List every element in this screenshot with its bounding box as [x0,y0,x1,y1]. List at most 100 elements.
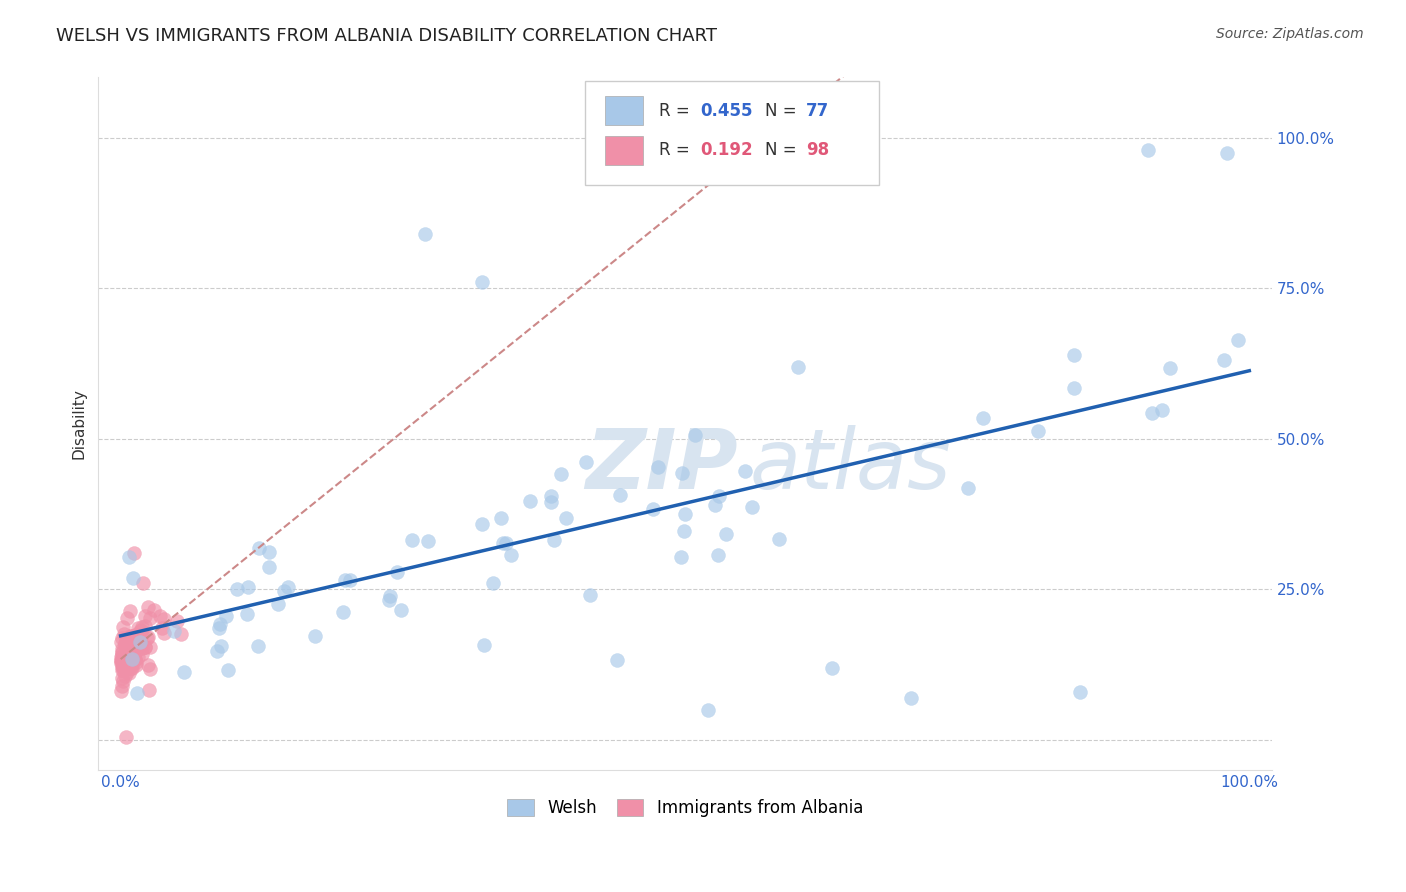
Point [139,611,162,625]
Point [277,580,299,594]
Point [124,650,146,665]
Point [786,359,808,374]
Point [304,629,326,643]
Point [1159,361,1181,376]
Point [696,703,718,717]
Text: N =: N = [765,141,801,159]
Point [129,623,152,637]
Point [139,663,162,677]
Point [257,560,280,574]
FancyBboxPatch shape [585,81,879,185]
Point [121,661,143,675]
Point [339,573,361,587]
Point [482,576,505,591]
Point [489,511,512,525]
Point [111,679,134,693]
Point [112,648,135,663]
Point [115,665,138,680]
Point [121,660,143,674]
Point [1136,143,1159,157]
Point [114,661,136,675]
Point [115,730,138,744]
Point [1063,349,1085,363]
Point [112,651,135,665]
Point [385,565,408,579]
Point [209,639,232,653]
Point [118,550,141,565]
Point [972,411,994,425]
Text: N =: N = [765,102,801,120]
Point [121,655,143,669]
Text: 0.192: 0.192 [700,141,752,159]
Text: ZIP: ZIP [585,425,738,506]
Point [671,466,693,480]
Point [741,500,763,515]
Point [118,604,141,618]
Point [380,589,402,603]
Point [606,653,628,667]
Text: R =: R = [659,141,695,159]
Point [166,615,188,629]
Point [129,638,152,652]
Point [112,660,135,674]
Point [121,632,143,646]
Point [121,629,143,643]
Point [247,639,270,653]
Point [821,660,844,674]
Text: WELSH VS IMMIGRANTS FROM ALBANIA DISABILITY CORRELATION CHART: WELSH VS IMMIGRANTS FROM ALBANIA DISABIL… [56,27,717,45]
Point [125,643,148,657]
Point [138,630,160,644]
Point [120,659,142,673]
Point [540,489,562,503]
Point [169,627,191,641]
Point [121,651,143,665]
Point [273,584,295,599]
Bar [605,96,643,125]
Point [122,638,145,652]
Point [111,648,134,663]
Point [138,658,160,673]
Point [124,642,146,657]
Point [1226,333,1249,347]
Point [125,658,148,673]
Point [415,227,437,241]
Point [683,427,706,442]
Point [153,612,176,626]
Point [152,621,174,635]
Point [139,640,162,655]
Point [110,656,132,670]
Point [217,663,239,677]
Point [114,647,136,661]
Point [335,574,357,588]
Point [332,605,354,619]
Point [208,621,231,635]
Point [110,663,132,677]
Point [900,690,922,705]
Point [1216,145,1239,160]
Point [149,609,172,624]
Point [117,652,139,666]
Text: atlas: atlas [749,425,952,506]
Bar [605,136,643,165]
Point [1069,684,1091,698]
Point [641,502,664,516]
Point [1150,403,1173,417]
Point [138,683,160,698]
Point [121,629,143,643]
Point [120,646,142,660]
Point [110,653,132,667]
Point [111,660,134,674]
Point [111,619,134,633]
Point [118,641,141,656]
Point [121,633,143,648]
Point [120,638,142,652]
Point [110,654,132,668]
Point [143,603,166,617]
Point [131,647,153,661]
Point [491,536,513,550]
Point [540,495,562,509]
Point [124,652,146,666]
Legend: Welsh, Immigrants from Albania: Welsh, Immigrants from Albania [501,792,870,824]
Point [118,646,141,660]
Point [131,628,153,642]
